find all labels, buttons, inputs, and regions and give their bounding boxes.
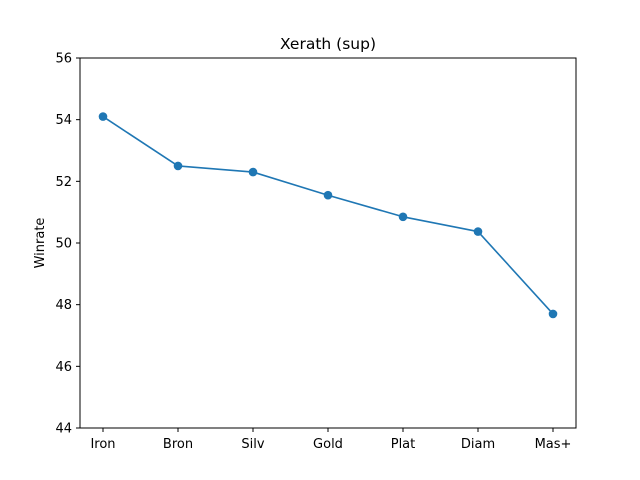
x-tick-label: Plat (391, 437, 416, 452)
data-point (473, 227, 483, 236)
x-tick-label: Silv (241, 437, 264, 452)
data-point (548, 309, 558, 319)
y-tick-label: 50 (55, 237, 72, 252)
series-layer (98, 112, 558, 319)
x-tick-label: Mas+ (535, 437, 572, 452)
y-tick-label: 44 (55, 422, 72, 437)
data-point (173, 161, 183, 171)
data-point (98, 112, 108, 121)
y-tick-label: 46 (55, 360, 72, 375)
data-point (398, 212, 408, 222)
y-tick-label: 56 (55, 52, 72, 67)
y-tick-label: 54 (55, 113, 72, 128)
x-tick-label: Bron (163, 437, 193, 452)
y-axis: 44 46 48 50 52 54 56 (55, 52, 80, 437)
y-tick-label: 52 (55, 175, 72, 190)
y-axis-title: Winrate (33, 218, 48, 269)
x-tick-label: Diam (461, 437, 495, 452)
data-point (323, 190, 333, 200)
data-point (248, 167, 258, 177)
y-tick-label: 48 (55, 298, 72, 313)
chart-title: Xerath (sup) (280, 35, 376, 53)
x-tick-label: Iron (90, 437, 115, 452)
x-axis: Iron Bron Silv Gold Plat Diam Mas+ (90, 428, 571, 452)
x-tick-label: Gold (313, 437, 343, 452)
